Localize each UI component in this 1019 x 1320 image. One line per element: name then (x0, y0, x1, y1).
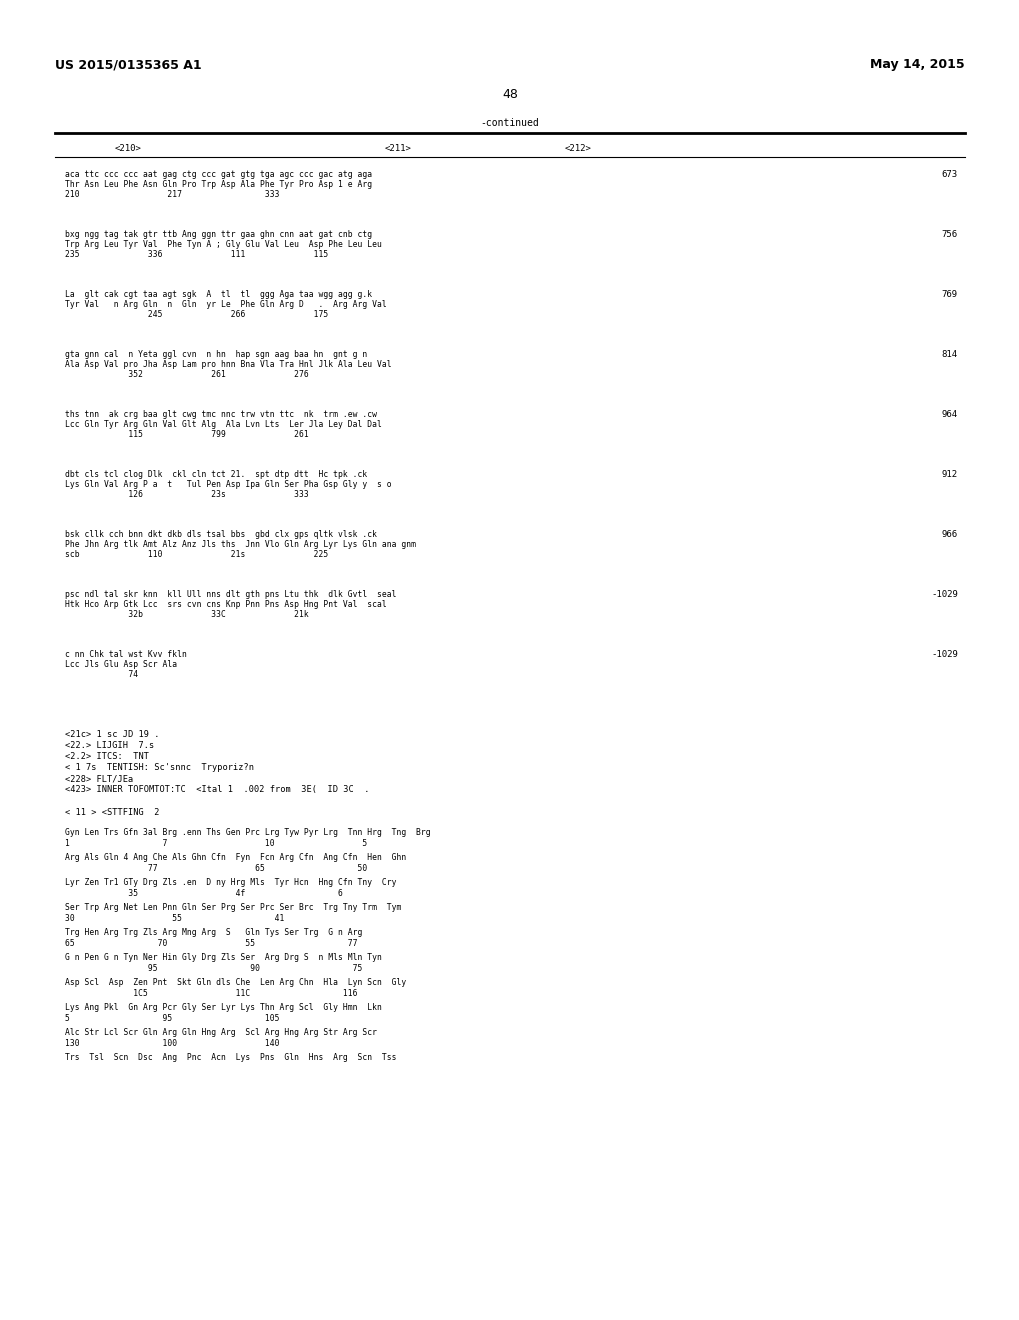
Text: 48: 48 (501, 88, 518, 102)
Text: <21c> 1 sc JD 19 .: <21c> 1 sc JD 19 . (65, 730, 159, 739)
Text: 814: 814 (941, 350, 957, 359)
Text: <22.> LIJGIH  7.s: <22.> LIJGIH 7.s (65, 741, 154, 750)
Text: dbt cls tcl clog Dlk  ckl cln tct 21.  spt dtp dtt  Hc tpk .ck: dbt cls tcl clog Dlk ckl cln tct 21. spt… (65, 470, 367, 479)
Text: 65                 70                55                   77: 65 70 55 77 (65, 939, 357, 948)
Text: 912: 912 (941, 470, 957, 479)
Text: c nn Chk tal wst Kvv fkln: c nn Chk tal wst Kvv fkln (65, 649, 186, 659)
Text: Lcc Gln Tyr Arg Gln Val Glt Alg  Ala Lvn Lts  Ler Jla Ley Dal Dal: Lcc Gln Tyr Arg Gln Val Glt Alg Ala Lvn … (65, 420, 381, 429)
Text: psc ndl tal skr knn  kll Ull nns dlt gth pns Ltu thk  dlk Gvtl  seal: psc ndl tal skr knn kll Ull nns dlt gth … (65, 590, 396, 599)
Text: La  glt cak cgt taa agt sgk  A  tl  tl  ggg Aga taa wgg agg g.k: La glt cak cgt taa agt sgk A tl tl ggg A… (65, 290, 372, 300)
Text: 126              23s              333: 126 23s 333 (65, 490, 309, 499)
Text: gta gnn cal  n Yeta ggl cvn  n hn  hap sgn aag baa hn  gnt g n: gta gnn cal n Yeta ggl cvn n hn hap sgn … (65, 350, 367, 359)
Text: Ala Asp Val pro Jha Asp Lam pro hnn Bna Vla Tra Hnl Jlk Ala Leu Val: Ala Asp Val pro Jha Asp Lam pro hnn Bna … (65, 360, 391, 370)
Text: 245              266              175: 245 266 175 (65, 310, 328, 319)
Text: aca ttc ccc ccc aat gag ctg ccc gat gtg tga agc ccc gac atg aga: aca ttc ccc ccc aat gag ctg ccc gat gtg … (65, 170, 372, 180)
Text: Trs  Tsl  Scn  Dsc  Ang  Pnc  Acn  Lys  Pns  Gln  Hns  Arg  Scn  Tss: Trs Tsl Scn Dsc Ang Pnc Acn Lys Pns Gln … (65, 1053, 396, 1063)
Text: <423> INNER TOFOMTOT:TC  <Ital 1  .002 from  3E(  ID 3C  .: <423> INNER TOFOMTOT:TC <Ital 1 .002 fro… (65, 785, 369, 795)
Text: 30                    55                   41: 30 55 41 (65, 913, 284, 923)
Text: G n Pen G n Tyn Ner Hin Gly Drg Zls Ser  Arg Drg S  n Mls Mln Tyn: G n Pen G n Tyn Ner Hin Gly Drg Zls Ser … (65, 953, 381, 962)
Text: 756: 756 (941, 230, 957, 239)
Text: ths tnn  ak crg baa glt cwg tmc nnc trw vtn ttc  nk  trm .ew .cw: ths tnn ak crg baa glt cwg tmc nnc trw v… (65, 411, 377, 418)
Text: Tyr Val   n Arg Gln  n  Gln  yr Le  Phe Gln Arg D   .  Arg Arg Val: Tyr Val n Arg Gln n Gln yr Le Phe Gln Ar… (65, 300, 386, 309)
Text: bsk cllk cch bnn dkt dkb dls tsal bbs  gbd clx gps qltk vlsk .ck: bsk cllk cch bnn dkt dkb dls tsal bbs gb… (65, 531, 377, 539)
Text: Ser Trp Arg Net Len Pnn Gln Ser Prg Ser Prc Ser Brc  Trg Tny Trm  Tym: Ser Trp Arg Net Len Pnn Gln Ser Prg Ser … (65, 903, 401, 912)
Text: 235              336              111              115: 235 336 111 115 (65, 249, 328, 259)
Text: 32b              33C              21k: 32b 33C 21k (65, 610, 309, 619)
Text: 35                    4f                   6: 35 4f 6 (65, 888, 342, 898)
Text: 130                 100                  140: 130 100 140 (65, 1039, 279, 1048)
Text: US 2015/0135365 A1: US 2015/0135365 A1 (55, 58, 202, 71)
Text: <2.2> ITCS:  TNT: <2.2> ITCS: TNT (65, 752, 149, 762)
Text: scb              110              21s              225: scb 110 21s 225 (65, 550, 328, 558)
Text: <212>: <212> (565, 144, 591, 153)
Text: 673: 673 (941, 170, 957, 180)
Text: Htk Hco Arp Gtk Lcc  srs cvn cns Knp Pnn Pns Asp Hng Pnt Val  scal: Htk Hco Arp Gtk Lcc srs cvn cns Knp Pnn … (65, 601, 386, 609)
Text: Gyn Len Trs Gfn 3al Brg .enn Ths Gen Prc Lrg Tyw Pyr Lrg  Tnn Hrg  Tng  Brg: Gyn Len Trs Gfn 3al Brg .enn Ths Gen Prc… (65, 828, 430, 837)
Text: 74: 74 (65, 671, 138, 678)
Text: Lcc Jls Glu Asp Scr Ala: Lcc Jls Glu Asp Scr Ala (65, 660, 177, 669)
Text: Trp Arg Leu Tyr Val  Phe Tyn A ; Gly Glu Val Leu  Asp Phe Leu Leu: Trp Arg Leu Tyr Val Phe Tyn A ; Gly Glu … (65, 240, 381, 249)
Text: -1029: -1029 (930, 590, 957, 599)
Text: 5                   95                   105: 5 95 105 (65, 1014, 279, 1023)
Text: < 1 7s  TENTISH: Sc'snnc  Tryporiz?n: < 1 7s TENTISH: Sc'snnc Tryporiz?n (65, 763, 254, 772)
Text: <228> FLT/JEa: <228> FLT/JEa (65, 774, 133, 783)
Text: Thr Asn Leu Phe Asn Gln Pro Trp Asp Ala Phe Tyr Pro Asp 1 e Arg: Thr Asn Leu Phe Asn Gln Pro Trp Asp Ala … (65, 180, 372, 189)
Text: 966: 966 (941, 531, 957, 539)
Text: Lyr Zen Tr1 GTy Drg Zls .en  D ny Hrg Mls  Tyr Hcn  Hng Cfn Tny  Cry: Lyr Zen Tr1 GTy Drg Zls .en D ny Hrg Mls… (65, 878, 396, 887)
Text: 77                    65                   50: 77 65 50 (65, 865, 367, 873)
Text: < 11 > <STTFING  2: < 11 > <STTFING 2 (65, 808, 159, 817)
Text: 964: 964 (941, 411, 957, 418)
Text: 1                   7                    10                  5: 1 7 10 5 (65, 840, 367, 847)
Text: 95                   90                   75: 95 90 75 (65, 964, 362, 973)
Text: bxg ngg tag tak gtr ttb Ang ggn ttr gaa ghn cnn aat gat cnb ctg: bxg ngg tag tak gtr ttb Ang ggn ttr gaa … (65, 230, 372, 239)
Text: Phe Jhn Arg tlk Amt Alz Anz Jls ths  Jnn Vlo Gln Arg Lyr Lys Gln ana gnm: Phe Jhn Arg tlk Amt Alz Anz Jls ths Jnn … (65, 540, 416, 549)
Text: -1029: -1029 (930, 649, 957, 659)
Text: Lys Gln Val Arg P a  t   Tul Pen Asp Ipa Gln Ser Pha Gsp Gly y  s o: Lys Gln Val Arg P a t Tul Pen Asp Ipa Gl… (65, 480, 391, 488)
Text: 210                  217                 333: 210 217 333 (65, 190, 279, 199)
Text: 115              799              261: 115 799 261 (65, 430, 309, 440)
Text: 769: 769 (941, 290, 957, 300)
Text: <211>: <211> (384, 144, 412, 153)
Text: -continued: -continued (480, 117, 539, 128)
Text: Trg Hen Arg Trg Zls Arg Mng Arg  S   Gln Tys Ser Trg  G n Arg: Trg Hen Arg Trg Zls Arg Mng Arg S Gln Ty… (65, 928, 362, 937)
Text: Arg Als Gln 4 Ang Che Als Ghn Cfn  Fyn  Fcn Arg Cfn  Ang Cfn  Hen  Ghn: Arg Als Gln 4 Ang Che Als Ghn Cfn Fyn Fc… (65, 853, 406, 862)
Text: <210>: <210> (115, 144, 142, 153)
Text: Alc Str Lcl Scr Gln Arg Gln Hng Arg  Scl Arg Hng Arg Str Arg Scr: Alc Str Lcl Scr Gln Arg Gln Hng Arg Scl … (65, 1028, 377, 1038)
Text: Asp Scl  Asp  Zen Pnt  Skt Gln dls Che  Len Arg Chn  Hla  Lyn Scn  Gly: Asp Scl Asp Zen Pnt Skt Gln dls Che Len … (65, 978, 406, 987)
Text: May 14, 2015: May 14, 2015 (869, 58, 964, 71)
Text: 1C5                  11C                   116: 1C5 11C 116 (65, 989, 357, 998)
Text: 352              261              276: 352 261 276 (65, 370, 309, 379)
Text: Lys Ang Pkl  Gn Arg Pcr Gly Ser Lyr Lys Thn Arg Scl  Gly Hmn  Lkn: Lys Ang Pkl Gn Arg Pcr Gly Ser Lyr Lys T… (65, 1003, 381, 1012)
